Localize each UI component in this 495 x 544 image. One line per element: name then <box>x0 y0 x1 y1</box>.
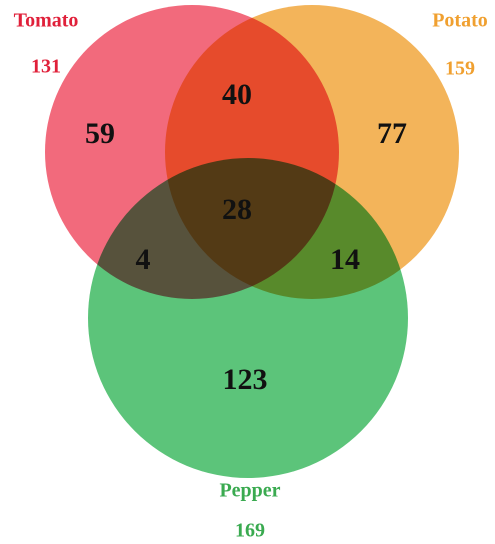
pepper-circle <box>88 158 408 478</box>
set-label: Pepper <box>219 480 280 502</box>
region-count: 40 <box>222 78 252 111</box>
set-total: 159 <box>445 58 475 80</box>
region-count: 4 <box>136 243 151 276</box>
set-total: 169 <box>235 520 265 542</box>
set-total: 131 <box>31 56 61 78</box>
circles <box>45 5 459 478</box>
set-label: Potato <box>432 10 488 32</box>
region-count: 59 <box>85 117 115 150</box>
region-count: 28 <box>222 193 252 226</box>
region-count: 77 <box>377 117 407 150</box>
region-count: 14 <box>330 243 360 276</box>
region-count: 123 <box>223 363 268 396</box>
set-label: Tomato <box>14 10 79 32</box>
